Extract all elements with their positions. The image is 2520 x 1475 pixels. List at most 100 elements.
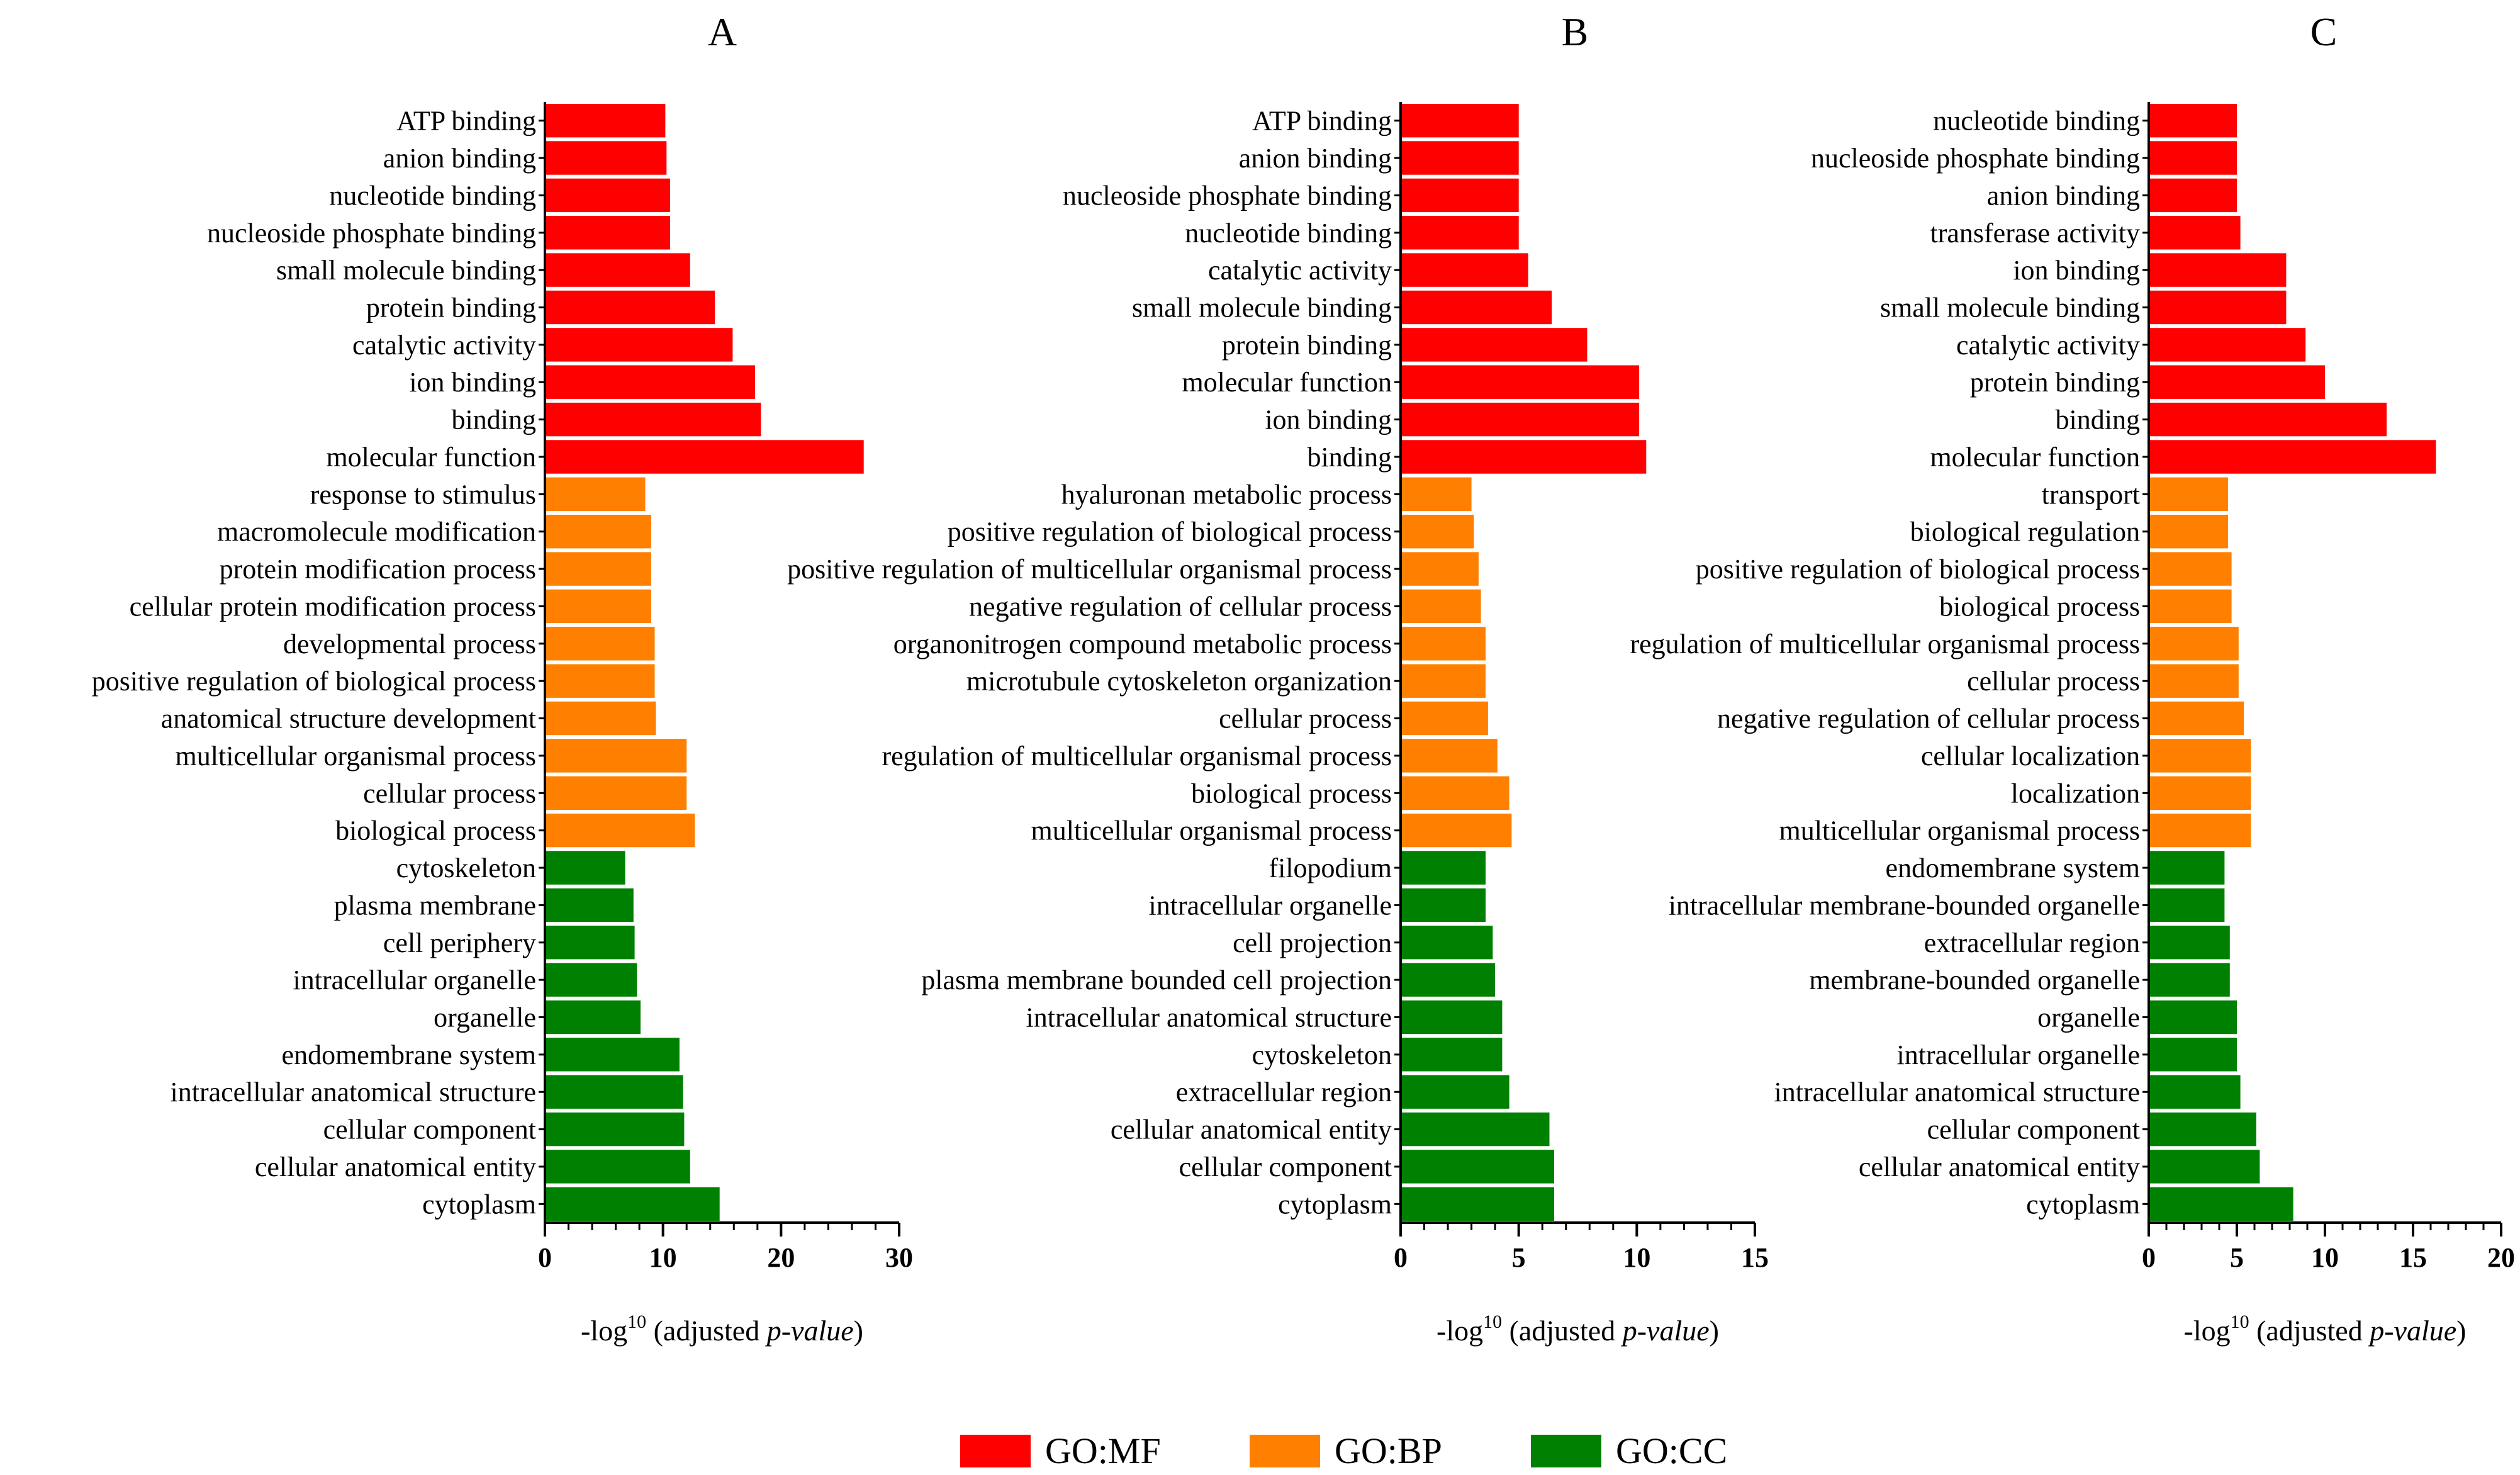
bar-mf (1401, 402, 1640, 437)
legend-label-mf: GO:MF (1045, 1430, 1161, 1471)
category-label: catalytic activity (352, 330, 536, 361)
category-label: filopodium (1268, 853, 1392, 883)
bar-cc (545, 851, 625, 885)
legend-swatch-cc (1531, 1435, 1601, 1467)
bar-cc (1401, 1150, 1554, 1184)
bar-mf (1401, 216, 1519, 250)
category-label: organonitrogen compound metabolic proces… (893, 629, 1392, 659)
x-tick-label: 5 (2230, 1242, 2244, 1273)
category-label: intracellular organelle (293, 965, 536, 995)
category-label: ion binding (409, 367, 536, 398)
bar-bp (2149, 589, 2232, 624)
category-label: anatomical structure development (161, 704, 536, 734)
category-label: transferase activity (1930, 218, 2140, 249)
bar-cc (545, 1000, 641, 1035)
category-label: multicellular organismal process (176, 741, 536, 771)
category-label: anion binding (1239, 143, 1392, 174)
bar-bp (1401, 477, 1472, 511)
bar-mf (1401, 365, 1640, 399)
legend-swatch-mf (960, 1435, 1031, 1467)
bar-bp (1401, 701, 1488, 736)
category-label: cytoplasm (422, 1189, 536, 1220)
bar-bp (545, 701, 656, 736)
bar-bp (2149, 776, 2251, 810)
legend-swatch-bp (1250, 1435, 1320, 1467)
category-label: cellular protein modification process (130, 591, 536, 622)
category-label: extracellular region (1176, 1077, 1392, 1108)
bar-bp (545, 515, 651, 549)
bar-mf (1401, 328, 1588, 362)
bar-mf (2149, 440, 2436, 474)
bar-mf (2149, 402, 2387, 437)
category-label: cytoplasm (1278, 1189, 1392, 1220)
bar-bp (2149, 664, 2239, 698)
category-label: multicellular organismal process (1031, 816, 1392, 846)
category-label: developmental process (283, 629, 536, 659)
category-label: organelle (434, 1002, 536, 1033)
category-label: anion binding (383, 143, 536, 174)
bar-mf (545, 440, 864, 474)
category-label: cellular component (323, 1114, 536, 1145)
bar-bp (2149, 813, 2251, 848)
bar-cc (545, 963, 637, 997)
bar-bp (1401, 515, 1474, 549)
bar-bp (2149, 477, 2228, 511)
bar-cc (1401, 963, 1496, 997)
category-label: cytoplasm (2026, 1189, 2140, 1220)
bar-mf (1401, 178, 1519, 213)
bar-mf (2149, 365, 2325, 399)
bar-bp (545, 627, 655, 661)
bar-cc (2149, 926, 2230, 960)
bar-bp (545, 477, 646, 511)
bar-cc (2149, 1187, 2293, 1221)
bar-cc (2149, 1150, 2260, 1184)
category-label: ATP binding (1252, 106, 1392, 137)
x-tick-label: 0 (538, 1242, 552, 1273)
legend: GO:MF GO:BP GO:CC (960, 1430, 1727, 1471)
category-label: microtubule cytoskeleton organization (966, 666, 1392, 697)
category-label: ATP binding (396, 106, 536, 137)
category-label: protein binding (1970, 367, 2140, 398)
category-label: cell periphery (383, 928, 536, 958)
bar-cc (2149, 963, 2230, 997)
x-axis-label: -log10 (adjusted p-value) (2184, 1311, 2467, 1347)
category-label: biological process (1191, 778, 1392, 809)
category-label: cellular process (1219, 704, 1392, 734)
panel-title: A (708, 9, 737, 54)
category-label: regulation of multicellular organismal p… (1630, 629, 2140, 659)
category-label: protein modification process (220, 554, 536, 585)
bar-cc (545, 926, 635, 960)
panel-a: A ATP binding anion binding nucleotide bind… (92, 9, 913, 1347)
category-label: cytoskeleton (396, 853, 536, 883)
bar-bp (1401, 627, 1486, 661)
bar-bp (2149, 627, 2239, 661)
category-label: endomembrane system (282, 1040, 536, 1070)
category-label: cellular anatomical entity (1859, 1152, 2140, 1182)
x-tick-label: 10 (2311, 1242, 2339, 1273)
bar-mf (2149, 104, 2237, 138)
category-label: nucleotide binding (329, 180, 536, 211)
bar-bp (1401, 664, 1486, 698)
category-label: biological regulation (1910, 517, 2140, 547)
category-label: biological process (1939, 591, 2140, 622)
category-label: nucleoside phosphate binding (1063, 180, 1392, 211)
bar-mf (545, 178, 670, 213)
bar-cc (1401, 1187, 1554, 1221)
bar-cc (2149, 1038, 2237, 1072)
x-tick-label: 10 (1623, 1242, 1650, 1273)
bar-mf (545, 253, 690, 287)
bar-mf (545, 402, 761, 437)
category-label: ion binding (2013, 255, 2140, 286)
category-label: intracellular anatomical structure (1774, 1077, 2141, 1108)
bar-cc (1401, 888, 1486, 923)
category-label: nucleotide binding (1185, 218, 1392, 249)
bar-cc (1401, 851, 1486, 885)
panel-title: C (2310, 9, 2338, 54)
bar-mf (545, 290, 715, 325)
bar-mf (2149, 216, 2241, 250)
bar-mf (2149, 290, 2287, 325)
category-label: nucleoside phosphate binding (1811, 143, 2140, 174)
bar-cc (2149, 1000, 2237, 1035)
category-label: small molecule binding (1132, 293, 1392, 323)
